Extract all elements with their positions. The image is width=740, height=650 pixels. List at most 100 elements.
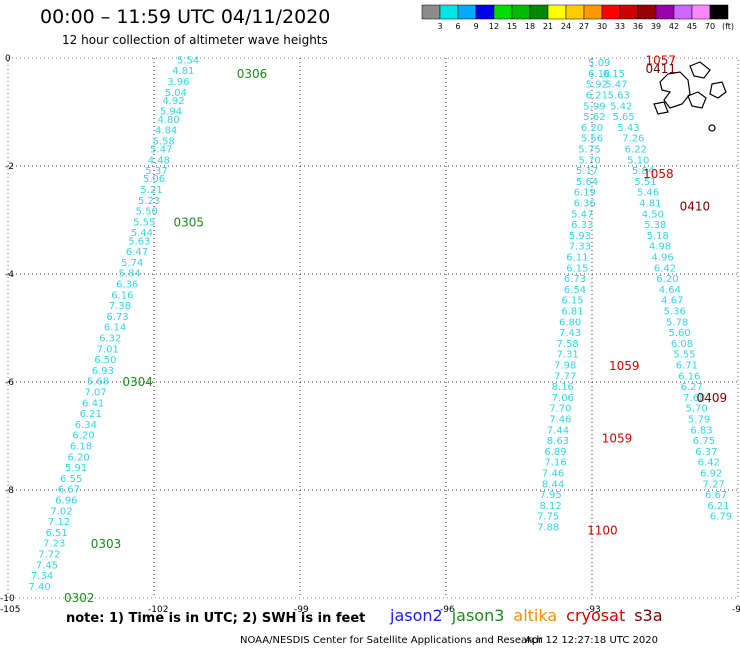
swh-value: 6.42: [654, 263, 676, 274]
swh-value: 6.73: [564, 274, 586, 285]
swh-value: 5.42: [610, 101, 632, 112]
swh-value: 5.78: [666, 317, 688, 328]
swh-value: 6.20: [67, 452, 89, 463]
y-tick-label: -6: [5, 378, 14, 388]
swh-value: 5.50: [136, 207, 158, 218]
x-tick-label: -99: [294, 605, 309, 615]
swh-value: 6.67: [58, 485, 80, 496]
colorbar-label: (ft): [722, 22, 734, 31]
swh-value: 6.34: [75, 420, 97, 431]
swh-value: 6.50: [94, 355, 116, 366]
swh-value: 7.46: [549, 415, 571, 426]
colorbar-label: 3: [437, 22, 442, 31]
time-label: 0410: [680, 200, 711, 214]
swh-value: 4.64: [659, 285, 681, 296]
color-scale-bar: 3 6 9 12 15 18 21 24 27 30 33 36 39 42 45 70 (ft): [421, 4, 734, 31]
colorbar-label: 70: [705, 22, 715, 31]
swh-value: 5.62: [583, 112, 605, 123]
colorbar-label: 18: [525, 22, 535, 31]
swh-value: 5.04: [165, 88, 187, 99]
swh-value: 4.96: [651, 253, 673, 264]
swh-value: 5.68: [87, 377, 109, 388]
swh-value: 7.06: [552, 393, 574, 404]
y-tick-label: -8: [5, 486, 14, 496]
swh-value: 5.47: [150, 145, 172, 156]
swh-value: 6.15: [566, 263, 588, 274]
colorbar-label: 30: [597, 22, 607, 31]
track-cryosat: 5.096.185.926.215.995.626.205.565.755.70…: [537, 58, 610, 533]
swh-value: 8.44: [542, 479, 564, 490]
credit-text: NOAA/NESDIS Center for Satellite Applica…: [240, 635, 543, 646]
grid: [8, 58, 738, 598]
swh-value: 6.15: [603, 69, 625, 80]
swh-value: 6.20: [656, 274, 678, 285]
swh-value: 7.88: [537, 523, 559, 534]
colorbar-label: 27: [579, 22, 589, 31]
x-tick-label: -90: [732, 605, 740, 615]
swh-value: 5.36: [664, 307, 686, 318]
time-label: 0304: [122, 375, 153, 389]
swh-value: 5.84: [632, 166, 654, 177]
swh-value: 7.26: [622, 134, 644, 145]
swh-value: 5.55: [673, 350, 695, 361]
legend-jason2: jason2: [390, 606, 443, 625]
swh-value: 7.23: [43, 539, 65, 550]
swh-value: 6.79: [710, 512, 732, 523]
swh-value: 6.08: [671, 339, 693, 350]
swh-value: 4.67: [661, 296, 683, 307]
swh-value: 5.91: [65, 463, 87, 474]
swh-value: 6.89: [544, 447, 566, 458]
swh-value: 6.37: [695, 447, 717, 458]
track-s3a: 6.155.475.635.425.655.437.266.225.105.84…: [603, 69, 732, 523]
colorbar-label: 15: [507, 22, 517, 31]
swh-value: 5.23: [138, 196, 160, 207]
swh-value: 5.79: [688, 415, 710, 426]
swh-value: 6.93: [92, 366, 114, 377]
swh-value: 3.96: [167, 77, 189, 88]
time-label: 0305: [173, 216, 204, 230]
legend-jason3: jason3: [451, 606, 505, 625]
swh-value: 7.12: [48, 517, 70, 528]
swh-value: 6.15: [561, 296, 583, 307]
swh-value: 4.84: [155, 126, 177, 137]
swh-value: 5.99: [583, 101, 605, 112]
swh-value: 4.50: [642, 209, 664, 220]
swh-value: 5.54: [177, 55, 199, 66]
swh-value: 5.21: [140, 185, 162, 196]
swh-value: 6.32: [99, 334, 121, 345]
swh-value: 7.31: [557, 350, 579, 361]
swh-value: 5.17: [576, 166, 598, 177]
time-label: 1059: [609, 359, 640, 373]
swh-value: 5.56: [581, 134, 603, 145]
swh-value: 6.41: [82, 398, 104, 409]
swh-value: 5.70: [578, 155, 600, 166]
swh-value: 5.63: [128, 236, 150, 247]
island-outline: [653, 61, 727, 132]
swh-value: 5.46: [637, 188, 659, 199]
time-label: 0409: [697, 391, 728, 405]
swh-value: 5.92: [586, 80, 608, 91]
colorbar-label: 36: [633, 22, 643, 31]
swh-value: 5.70: [686, 404, 708, 415]
legend-altika: altika: [513, 606, 558, 625]
swh-value: 7.77: [554, 371, 576, 382]
swh-value: 7.34: [31, 571, 53, 582]
legend-cryosat: cryosat: [566, 606, 626, 625]
swh-value: 6.55: [60, 474, 82, 485]
swh-value: 7.58: [557, 339, 579, 350]
swh-value: 7.33: [569, 242, 591, 253]
time-label: 1057: [646, 54, 677, 68]
y-tick-label: -2: [5, 162, 14, 172]
swh-value: 6.54: [564, 285, 586, 296]
y-tick-label: -4: [5, 270, 14, 280]
swh-value: 5.58: [153, 136, 175, 147]
swh-value: 5.94: [160, 107, 182, 118]
swh-value: 5.84: [119, 269, 141, 280]
swh-value: 7.16: [544, 458, 566, 469]
swh-value: 7.38: [109, 301, 131, 312]
time-label: 0411: [646, 62, 677, 76]
swh-value: 6.42: [698, 458, 720, 469]
swh-value: 5.09: [588, 58, 610, 69]
swh-value: 7.72: [38, 550, 60, 561]
